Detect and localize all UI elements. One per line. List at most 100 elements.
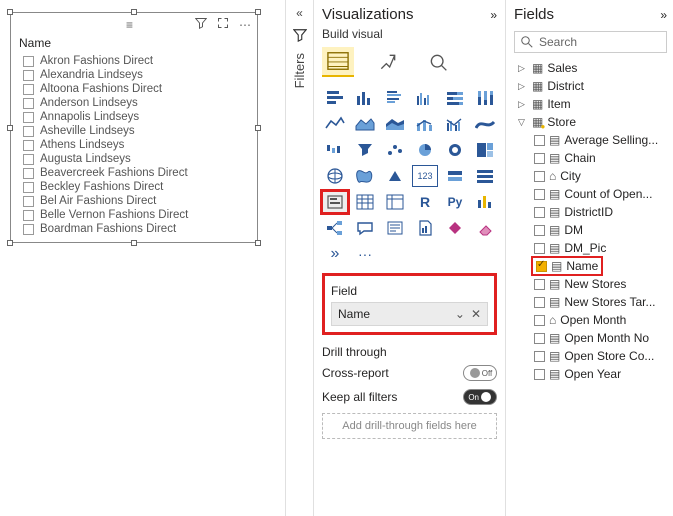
viz-qa-icon[interactable] [352,217,378,239]
viz-map-icon[interactable] [322,165,348,187]
field-checkbox[interactable] [534,225,545,236]
viz-powerapps-icon[interactable] [442,217,468,239]
viz-waterfall-icon[interactable] [322,139,348,161]
checkbox-icon[interactable] [23,182,34,193]
keep-filters-toggle[interactable]: On [463,389,497,405]
drag-grip-icon[interactable]: ≡ [126,18,134,32]
field-checkbox[interactable] [534,189,545,200]
viz-azure-map-icon[interactable] [382,165,408,187]
viz-card-icon[interactable] [442,165,468,187]
slicer-item[interactable]: Boardman Fashions Direct [23,222,249,236]
field-item[interactable]: ▤Chain [514,149,667,167]
viz-narrative-icon[interactable] [382,217,408,239]
field-checkbox[interactable] [534,171,545,182]
viz-100-stacked-bar-icon[interactable] [442,87,468,109]
field-item[interactable]: ▤Open Month No [514,329,667,347]
checkbox-icon[interactable] [23,98,34,109]
viz-pie-icon[interactable] [412,139,438,161]
fields-search-input[interactable]: Search [514,31,667,53]
slicer-item[interactable]: Alexandria Lindseys [23,68,249,82]
field-item[interactable]: ▤Count of Open... [514,185,667,203]
chevron-down-icon[interactable]: ⌄ [455,307,465,321]
filter-funnel-icon[interactable] [195,17,207,32]
viz-matrix-icon[interactable] [382,191,408,213]
checkbox-icon[interactable] [23,56,34,67]
slicer-visual[interactable]: ≡ ⋯ Name Akron Fashions DirectAlexandria… [10,12,258,243]
table-store[interactable]: ▽▦●Store [514,113,667,131]
checkbox-icon[interactable] [23,224,34,235]
field-item[interactable]: ▤DM_Pic [514,239,667,257]
tab-format-visual[interactable] [372,47,404,77]
remove-field-icon[interactable]: ✕ [471,307,481,321]
field-item[interactable]: ▤Name [514,257,667,275]
focus-mode-icon[interactable] [217,17,229,32]
viz-slicer-icon[interactable] [322,191,348,213]
slicer-item[interactable]: Altoona Fashions Direct [23,82,249,96]
viz-treemap-icon[interactable] [472,139,498,161]
viz-r-visual-icon[interactable]: R [412,191,438,213]
field-item[interactable]: ▤Open Year [514,365,667,383]
field-checkbox[interactable] [534,207,545,218]
slicer-item[interactable]: Augusta Lindseys [23,152,249,166]
viz-clustered-bar-icon[interactable] [382,87,408,109]
slicer-item[interactable]: Beckley Fashions Direct [23,180,249,194]
tab-build-visual[interactable] [322,47,354,77]
filters-funnel-icon[interactable] [293,28,307,45]
field-checkbox[interactable] [534,315,545,326]
viz-gauge-icon[interactable]: 123 [412,165,438,187]
slicer-item[interactable]: Bel Air Fashions Direct [23,194,249,208]
viz-ribbon-icon[interactable] [472,113,498,135]
collapse-viz-icon[interactable]: » [490,8,497,22]
collapse-fields-icon[interactable]: » [660,8,667,22]
viz-donut-icon[interactable] [442,139,468,161]
viz-key-influencers-icon[interactable] [472,191,498,213]
field-checkbox[interactable] [534,243,545,254]
field-item[interactable]: ▤DM [514,221,667,239]
drill-through-dropzone[interactable]: Add drill-through fields here [322,413,497,439]
field-checkbox[interactable] [534,297,545,308]
checkbox-icon[interactable] [23,154,34,165]
viz-100-stacked-column-icon[interactable] [472,87,498,109]
viz-get-more-icon[interactable]: » [322,243,348,265]
checkbox-icon[interactable] [23,112,34,123]
tab-analytics[interactable] [422,47,454,77]
viz-decomposition-icon[interactable] [322,217,348,239]
table-item[interactable]: ▷▦Item [514,95,667,113]
checkbox-icon[interactable] [23,140,34,151]
table-sales[interactable]: ▷▦Sales [514,59,667,77]
field-item[interactable]: ▤Average Selling... [514,131,667,149]
viz-area-icon[interactable] [352,113,378,135]
field-checkbox[interactable] [534,369,545,380]
field-checkbox[interactable] [534,279,545,290]
checkbox-icon[interactable] [23,84,34,95]
table-district[interactable]: ▷▦District [514,77,667,95]
viz-python-visual-icon[interactable]: Py [442,191,468,213]
viz-table-icon[interactable] [352,191,378,213]
field-checkbox[interactable] [534,351,545,362]
slicer-item[interactable]: Belle Vernon Fashions Direct [23,208,249,222]
viz-stacked-area-icon[interactable] [382,113,408,135]
viz-more-icon[interactable]: ··· [352,243,378,265]
viz-line-icon[interactable] [322,113,348,135]
viz-scatter-icon[interactable] [382,139,408,161]
viz-line-clustered-column-icon[interactable] [442,113,468,135]
viz-paginated-icon[interactable] [412,217,438,239]
viz-clustered-column-icon[interactable] [412,87,438,109]
expand-filters-icon[interactable]: « [296,6,303,20]
viz-stacked-column-icon[interactable] [352,87,378,109]
viz-eraser-icon[interactable] [472,217,498,239]
field-item[interactable]: ⌂City [514,167,667,185]
slicer-item[interactable]: Asheville Lindseys [23,124,249,138]
slicer-item[interactable]: Beavercreek Fashions Direct [23,166,249,180]
checkbox-icon[interactable] [23,168,34,179]
field-well-item[interactable]: Name ⌄ ✕ [331,302,488,326]
checkbox-icon[interactable] [23,126,34,137]
viz-funnel-icon[interactable] [352,139,378,161]
slicer-item[interactable]: Athens Lindseys [23,138,249,152]
checkbox-icon[interactable] [23,70,34,81]
more-options-icon[interactable]: ⋯ [239,18,251,32]
field-item[interactable]: ⌂Open Month [514,311,667,329]
cross-report-toggle[interactable]: Off [463,365,497,381]
field-checkbox[interactable] [534,333,545,344]
field-item[interactable]: ▤DistrictID [514,203,667,221]
